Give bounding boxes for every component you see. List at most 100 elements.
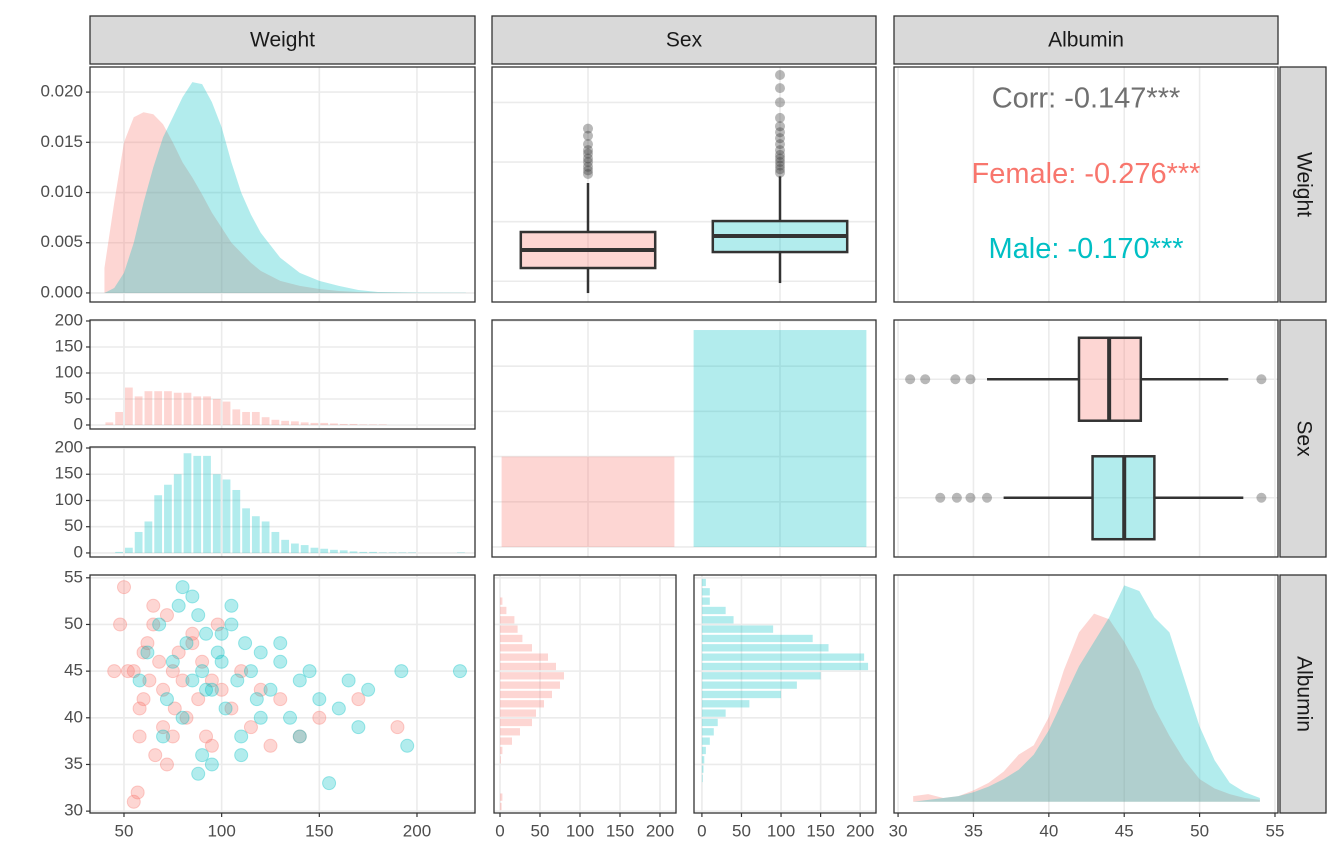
outlier	[583, 165, 593, 176]
scatter-point	[218, 701, 233, 716]
scatter-point	[224, 701, 239, 716]
histogram-bar	[701, 597, 710, 605]
scatter-point	[204, 738, 219, 753]
outlier	[935, 492, 946, 503]
row-strip	[1279, 66, 1327, 303]
scatter-point	[341, 673, 356, 688]
scatter-point	[249, 692, 264, 707]
scatter-point	[263, 738, 278, 753]
histogram-bar	[261, 417, 270, 425]
scatter-point	[140, 645, 155, 660]
histogram-bar	[164, 484, 172, 553]
histogram-bar	[183, 453, 192, 553]
scatter-point	[204, 673, 219, 688]
column-strip	[893, 15, 1279, 65]
scatter-point	[152, 617, 167, 632]
x-tick-label: 55	[1266, 821, 1285, 840]
histogram-bar	[701, 709, 726, 717]
y-tick-label: 0.010	[40, 182, 83, 201]
scatter-point	[394, 664, 409, 679]
scatter-point	[351, 720, 366, 735]
scatter-point	[263, 682, 278, 697]
density-area	[913, 585, 1260, 802]
panel-border	[893, 66, 1279, 303]
row-strip-label: Sex	[1292, 420, 1315, 457]
correlation-text: Corr: -0.147***	[992, 83, 1181, 115]
x-tick-label: 200	[646, 821, 674, 840]
histogram-bar	[500, 606, 507, 615]
scatter-point	[165, 729, 180, 744]
x-tick-label: 45	[1115, 821, 1134, 840]
histogram-bar	[173, 474, 182, 553]
scatter-point	[234, 664, 249, 679]
y-tick-label: 55	[64, 567, 83, 586]
scatter-point	[234, 748, 249, 763]
row-strip-label: Weight	[1292, 152, 1315, 217]
outlier	[905, 374, 916, 385]
histogram-bar	[408, 552, 416, 553]
panel-border	[893, 319, 1279, 558]
scatter-point	[159, 692, 174, 707]
histogram-bar	[701, 625, 774, 633]
histogram-bar	[212, 398, 221, 425]
histogram-bar	[330, 549, 338, 553]
histogram-bar	[124, 547, 133, 553]
scatter-point	[156, 729, 171, 744]
scatter-point	[179, 710, 194, 725]
scatter-point	[224, 617, 239, 632]
histogram-bar	[115, 411, 123, 425]
scatter-point	[210, 617, 225, 632]
outlier	[1256, 374, 1267, 385]
panel-border	[89, 66, 476, 303]
column-strip-label: Weight	[250, 29, 315, 52]
scatter-point	[152, 654, 167, 669]
scatter-point	[156, 720, 171, 735]
histogram-bar	[500, 634, 523, 643]
outlier	[583, 148, 593, 159]
column-strip	[491, 15, 877, 65]
histogram-bar	[701, 653, 865, 661]
y-tick-label: 40	[64, 707, 83, 726]
histogram-bar	[500, 681, 560, 689]
histogram-bar	[193, 455, 202, 553]
histogram-bar	[359, 551, 368, 553]
y-tick-label: 0.020	[40, 82, 83, 101]
scatter-point	[195, 664, 210, 679]
scatter-point	[312, 692, 327, 707]
y-tick-label: 150	[55, 336, 83, 355]
row-strip-label: Albumin	[1292, 656, 1315, 732]
outlier	[775, 112, 785, 123]
histogram-bar	[701, 728, 714, 736]
scatter-point	[253, 645, 268, 660]
scatter-point	[132, 729, 147, 744]
histogram-bar	[232, 409, 241, 425]
histogram-bar	[701, 737, 710, 745]
outlier	[583, 157, 593, 168]
scatter-point	[167, 701, 182, 716]
histogram-bar	[457, 552, 465, 553]
histogram-bar	[500, 756, 501, 764]
scatter-point	[283, 710, 298, 725]
y-tick-label: 50	[64, 516, 83, 535]
x-tick-label: 100	[566, 821, 594, 840]
scatter-point	[165, 654, 180, 669]
scatter-point	[185, 636, 200, 651]
histogram-bar	[701, 774, 703, 783]
panel-background	[492, 67, 876, 302]
panel-border	[89, 319, 476, 430]
y-tick-label: 200	[55, 310, 83, 329]
scatter-point	[361, 682, 376, 697]
outlier	[775, 164, 785, 175]
histogram-bar	[500, 737, 512, 745]
scatter-point	[243, 720, 258, 735]
outlier	[583, 168, 593, 179]
scatter-point	[199, 626, 214, 641]
histogram-bar	[300, 422, 309, 425]
scatter-point	[292, 729, 307, 744]
scatter-point	[238, 636, 253, 651]
histogram-bar	[388, 552, 397, 553]
scatter-point	[273, 636, 288, 651]
panel-border	[89, 446, 476, 558]
